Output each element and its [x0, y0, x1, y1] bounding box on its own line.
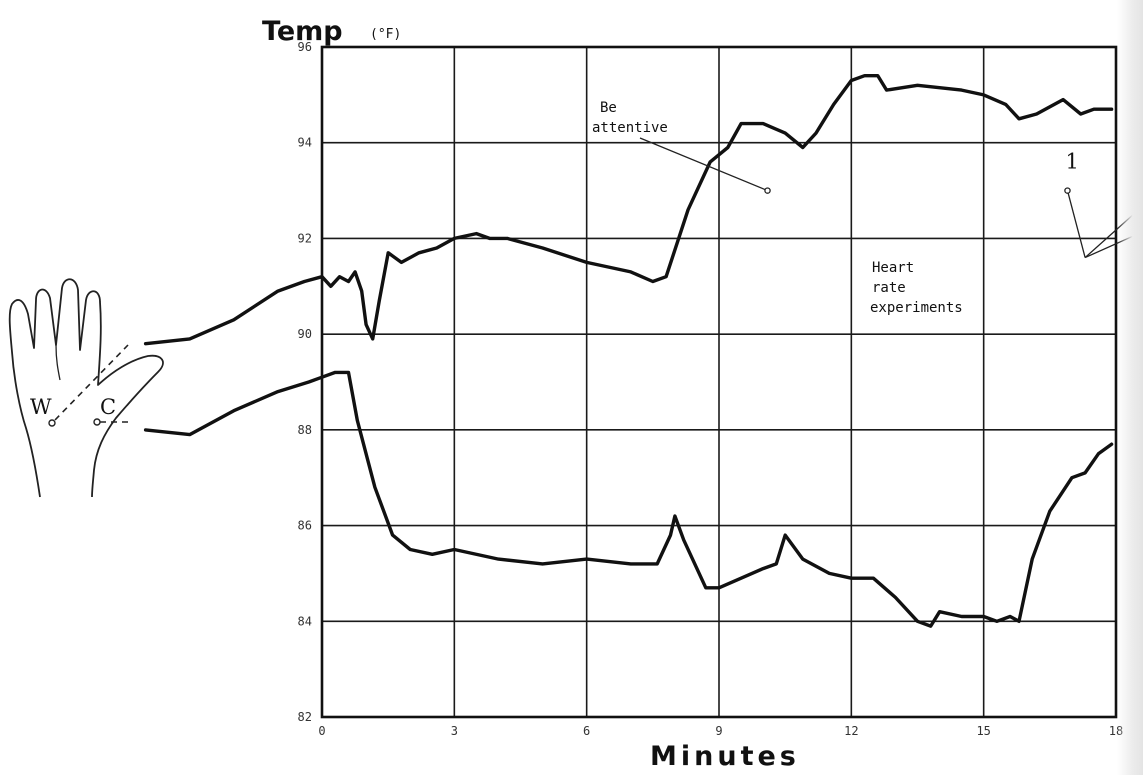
grid [320, 45, 1118, 719]
y-tick-label: 90 [298, 327, 312, 341]
series-line-c [143, 370, 1114, 628]
x-tick-label: 6 [583, 724, 590, 738]
be-attentive-pointer [639, 137, 768, 192]
hand-label-w: W [30, 395, 52, 419]
x-tick-label: 15 [976, 724, 990, 738]
hand-outline [8, 278, 164, 498]
x-tick-label: 12 [844, 724, 858, 738]
y-tick-label: 82 [298, 710, 312, 724]
y-axis-label: Temp [262, 16, 343, 47]
w-lead-dashed [54, 344, 129, 421]
x-tick-label: 0 [318, 724, 325, 738]
series-lines [143, 74, 1114, 628]
y-tick-label: 96 [298, 40, 312, 54]
be-attentive-marker [764, 187, 771, 194]
hand-label-c: C [100, 395, 116, 419]
annotations: Beattentive123Heartrateexperiments [592, 100, 1143, 316]
hand-crease [55, 344, 61, 381]
sensor-w-dot [48, 419, 56, 427]
y-tick-label: 92 [298, 231, 312, 245]
y-axis-unit: (°F) [370, 27, 401, 42]
sensor-c-dot [93, 418, 101, 426]
plot-frame [320, 45, 1118, 719]
x-tick-label: 9 [715, 724, 722, 738]
experiment-number-1: 1 [1065, 150, 1078, 174]
annotation-heart-rate-experiments: Heart rate experiments [870, 260, 963, 316]
x-tick-label: 3 [451, 724, 458, 738]
experiment-pointer-3 [1084, 231, 1143, 259]
y-tick-label: 88 [298, 423, 312, 437]
experiment-marker-1 [1064, 187, 1071, 194]
experiment-pointer-1 [1066, 190, 1086, 258]
annotation-be-attentive: Be attentive [592, 100, 668, 136]
page-edge-shadow [1117, 0, 1143, 775]
x-axis-label: Minutes [650, 741, 800, 772]
y-tick-label: 84 [298, 614, 312, 628]
series-line-w [143, 74, 1114, 346]
y-tick-label: 86 [298, 519, 312, 533]
y-tick-label: 94 [298, 136, 312, 150]
